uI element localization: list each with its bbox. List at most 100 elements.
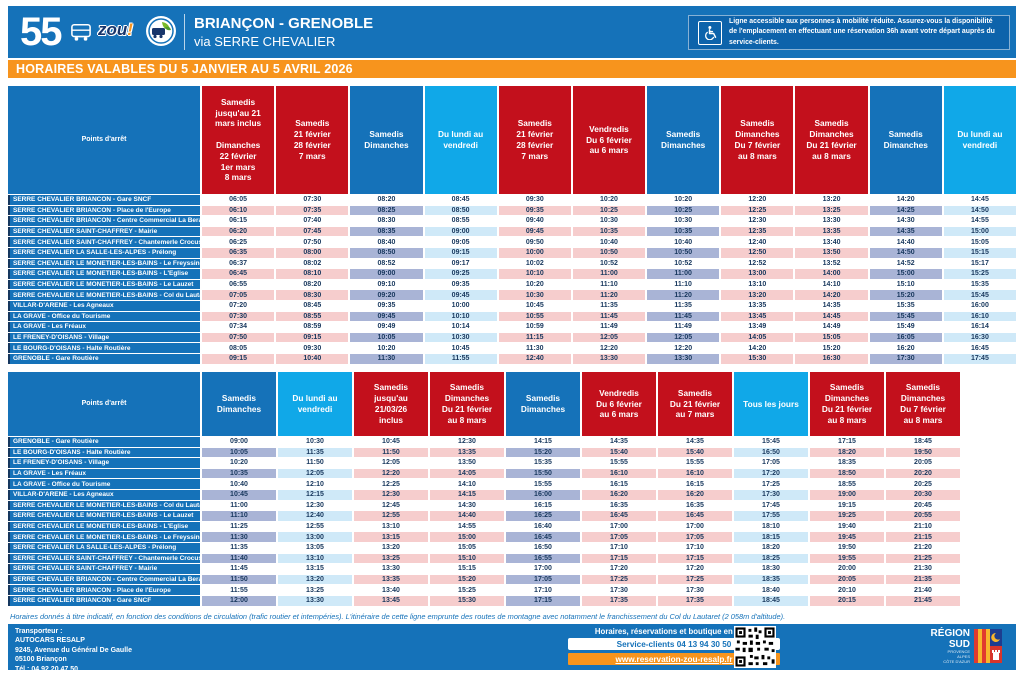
- departure-time: 10:45: [498, 300, 571, 311]
- departure-time: 07:20: [202, 300, 275, 311]
- stop-name: LE FRENEY-D'OISANS - Village: [8, 458, 200, 468]
- departure-time: 10:00: [424, 300, 497, 311]
- stop-name: SERRE CHEVALIER BRIANCON - Place de l'Eu…: [8, 205, 200, 216]
- departure-time: 16:15: [658, 479, 732, 489]
- departure-time: 19:25: [810, 511, 884, 521]
- departure-time: 21:10: [886, 521, 960, 532]
- departure-time: 07:45: [276, 226, 349, 237]
- departure-time: 14:55: [430, 521, 504, 532]
- transporteur-name: AUTOCARS RESALP: [15, 637, 85, 645]
- departure-time: 13:20: [278, 574, 352, 585]
- stop-name: LA GRAVE - Les Fréaux: [8, 322, 200, 332]
- departure-time: 13:45: [354, 595, 428, 606]
- bus-icon: [70, 22, 92, 47]
- departure-time: 12:30: [430, 437, 504, 447]
- departure-time: 16:45: [943, 343, 1016, 353]
- departure-time: 10:20: [350, 343, 423, 353]
- departure-time: 08:00: [276, 247, 349, 258]
- departure-time: 10:20: [498, 279, 571, 290]
- departure-time: 12:52: [721, 258, 794, 269]
- stop-name: SERRE CHEVALIER LE MONETIER-LES-BAINS - …: [8, 290, 200, 300]
- departure-time: 12:15: [278, 489, 352, 500]
- departure-time: 15:30: [430, 595, 504, 606]
- conditions-note: Horaires donnés à titre indicatif, en fo…: [10, 612, 786, 621]
- departure-time: 13:40: [795, 237, 868, 247]
- departure-time: 15:40: [582, 447, 656, 458]
- departure-time: 17:10: [582, 542, 656, 553]
- departure-time: 17:15: [506, 595, 580, 606]
- departure-time: 13:05: [278, 542, 352, 553]
- line-number: 55: [20, 10, 62, 54]
- stop-name: LE BOURG-D'OISANS - Halte Routière: [8, 447, 200, 458]
- departure-time: 12:55: [278, 521, 352, 532]
- departure-time: 09:00: [424, 226, 497, 237]
- departure-time: 21:15: [886, 532, 960, 542]
- departure-time: 15:35: [943, 279, 1016, 290]
- stop-name: SERRE CHEVALIER LA SALLE-LES-ALPES - Pré…: [8, 542, 200, 553]
- departure-time: 10:35: [202, 468, 276, 479]
- departure-time: 15:55: [506, 479, 580, 489]
- departure-time: 11:45: [202, 564, 276, 574]
- reservation-website-link[interactable]: www.reservation-zou-resalp.fr: [568, 653, 780, 665]
- stop-name: LA GRAVE - Les Fréaux: [8, 468, 200, 479]
- departure-time: 09:35: [424, 279, 497, 290]
- departure-time: 15:20: [430, 574, 504, 585]
- departure-time: 16:15: [506, 500, 580, 511]
- departure-time: 13:10: [721, 279, 794, 290]
- departure-time: 06:55: [202, 279, 275, 290]
- departure-time: 10:45: [354, 437, 428, 447]
- departure-time: 06:05: [202, 195, 275, 205]
- departure-time: 17:30: [658, 585, 732, 595]
- departure-time: 14:50: [869, 247, 942, 258]
- accessibility-box: Ligne accessible aux personnes à mobilit…: [688, 15, 1010, 50]
- service-column-header: Samedis 21 février 28 février 7 mars: [276, 86, 349, 194]
- service-column-header: Du lundi au vendredi: [943, 86, 1016, 194]
- departure-time: 14:35: [869, 226, 942, 237]
- departure-time: 12:40: [498, 353, 571, 364]
- stop-name: LE BOURG-D'OISANS - Halte Routière: [8, 343, 200, 353]
- departure-time: 15:50: [506, 468, 580, 479]
- departure-time: 16:30: [943, 332, 1016, 343]
- departure-time: 10:45: [424, 343, 497, 353]
- transporteur-tel: Tél : 04 92 20 47 50: [15, 665, 79, 673]
- departure-time: 08:02: [276, 258, 349, 269]
- departure-time: 06:45: [202, 269, 275, 279]
- departure-time: 17:45: [943, 353, 1016, 364]
- departure-time: 14:20: [869, 195, 942, 205]
- departure-time: 13:25: [354, 553, 428, 564]
- departure-time: 19:40: [810, 521, 884, 532]
- stop-name: SERRE CHEVALIER LE MONETIER-LES-BAINS - …: [8, 279, 200, 290]
- departure-time: 15:49: [869, 322, 942, 332]
- departure-time: 17:25: [734, 479, 808, 489]
- departure-time: 10:45: [202, 489, 276, 500]
- departure-time: 13:25: [795, 205, 868, 216]
- departure-time: 15:00: [943, 226, 1016, 237]
- departure-time: 16:20: [869, 343, 942, 353]
- departure-time: 12:05: [278, 468, 352, 479]
- departure-time: 19:55: [810, 553, 884, 564]
- departure-time: 15:10: [430, 553, 504, 564]
- departure-time: 17:05: [658, 532, 732, 542]
- departure-time: 09:05: [424, 237, 497, 247]
- departure-time: 15:25: [430, 585, 504, 595]
- departure-time: 06:15: [202, 216, 275, 226]
- departure-time: 13:20: [354, 542, 428, 553]
- departure-time: 09:00: [350, 269, 423, 279]
- departure-time: 12:30: [354, 489, 428, 500]
- departure-time: 14:52: [869, 258, 942, 269]
- departure-time: 13:20: [721, 290, 794, 300]
- departure-time: 15:15: [943, 247, 1016, 258]
- service-column-header: Samedis Dimanches Du 21 février au 8 mar…: [430, 372, 504, 436]
- departure-time: 09:15: [424, 247, 497, 258]
- departure-time: 08:45: [424, 195, 497, 205]
- departure-time: 14:45: [795, 311, 868, 322]
- header-divider: [184, 14, 185, 50]
- departure-time: 15:40: [658, 447, 732, 458]
- departure-time: 18:20: [734, 542, 808, 553]
- departure-time: 08:20: [350, 195, 423, 205]
- departure-time: 20:25: [886, 479, 960, 489]
- transporteur-block: Transporteur : AUTOCARS RESALP 9245, Ave…: [15, 627, 132, 674]
- departure-time: 18:45: [886, 437, 960, 447]
- departure-time: 12:55: [354, 511, 428, 521]
